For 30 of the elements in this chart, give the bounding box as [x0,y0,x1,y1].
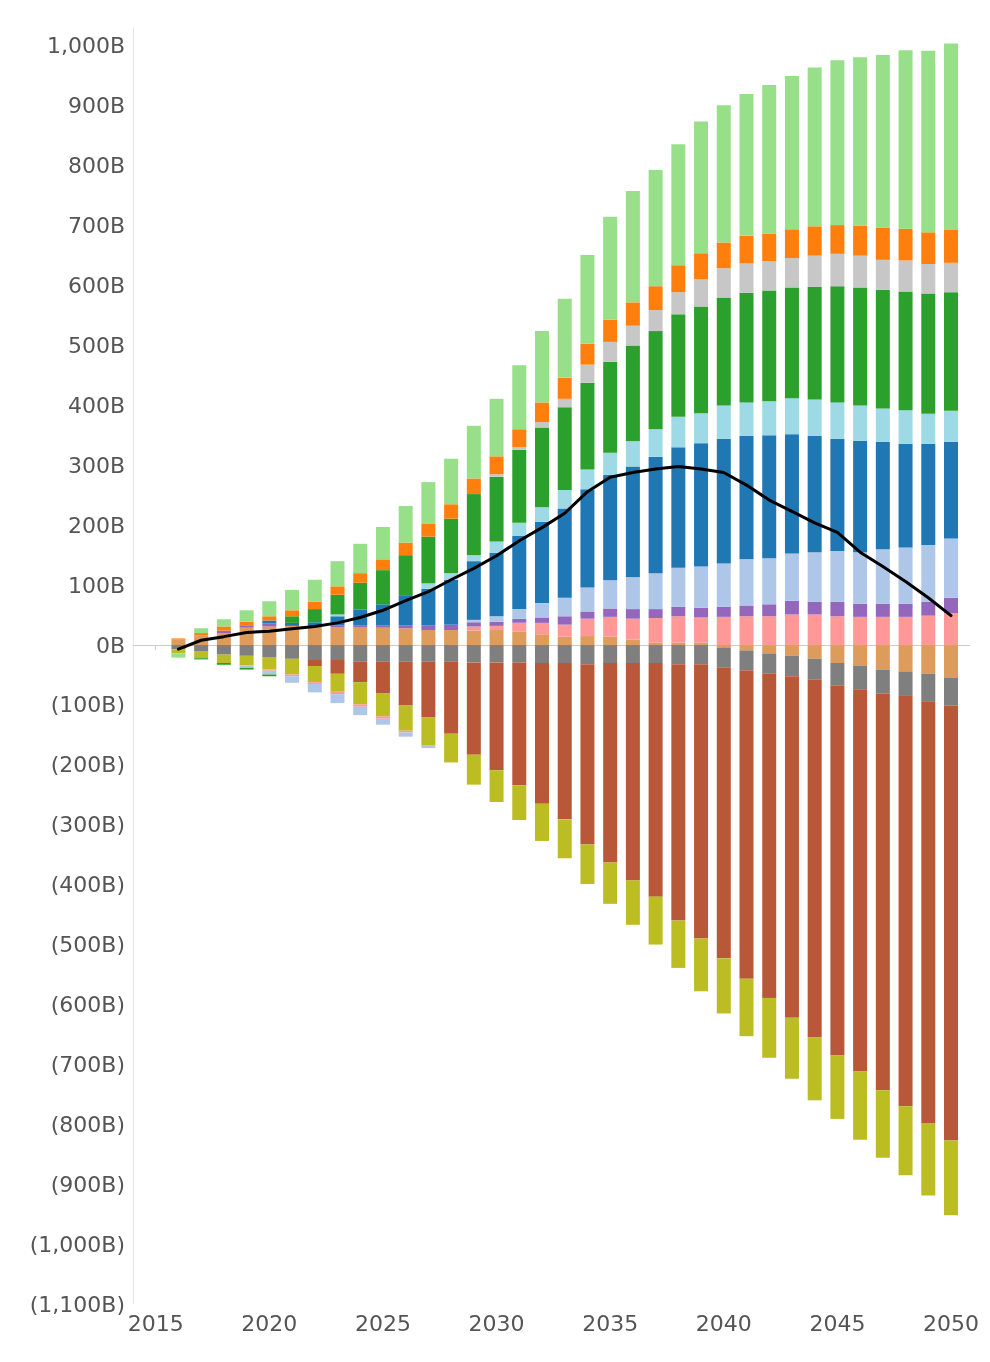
y-tick-label: 600B [67,273,125,299]
x-tick-label: 2045 [809,1310,866,1336]
y-tick-label: 800B [67,153,125,179]
y-tick-label: (300B) [50,812,125,838]
y-tick-label: 300B [67,452,125,478]
y-tick-label: (800B) [50,1111,125,1137]
x-tick-label: 2025 [354,1310,411,1336]
y-tick-label: (100B) [50,692,125,718]
y-tick-label: 900B [67,93,125,119]
x-tick-label: 2030 [468,1310,525,1336]
y-tick-label: 400B [67,392,125,418]
y-tick-label: 0B [95,632,125,658]
y-tick-label: (1,100B) [29,1291,125,1317]
y-tick-label: (900B) [50,1171,125,1197]
x-tick-label: 2020 [241,1310,298,1336]
y-tick-label: 200B [67,512,125,538]
y-tick-label: (700B) [50,1051,125,1077]
y-tick-label: (600B) [50,991,125,1017]
y-tick-label: 100B [67,572,125,598]
x-tick-label: 2035 [582,1310,639,1336]
y-tick-label: 1,000B [46,33,125,59]
y-tick-label: 500B [67,333,125,358]
y-tick-label: 700B [67,213,125,239]
y-tick-label: (400B) [50,872,125,898]
x-tick-label: 2040 [695,1310,752,1336]
y-tick-label: (500B) [50,932,125,958]
y-tick-label: (1,000B) [29,1231,125,1257]
y-tick-label: (200B) [50,752,125,778]
x-tick-label: 2050 [923,1310,980,1336]
x-tick-label: 2015 [127,1310,184,1336]
